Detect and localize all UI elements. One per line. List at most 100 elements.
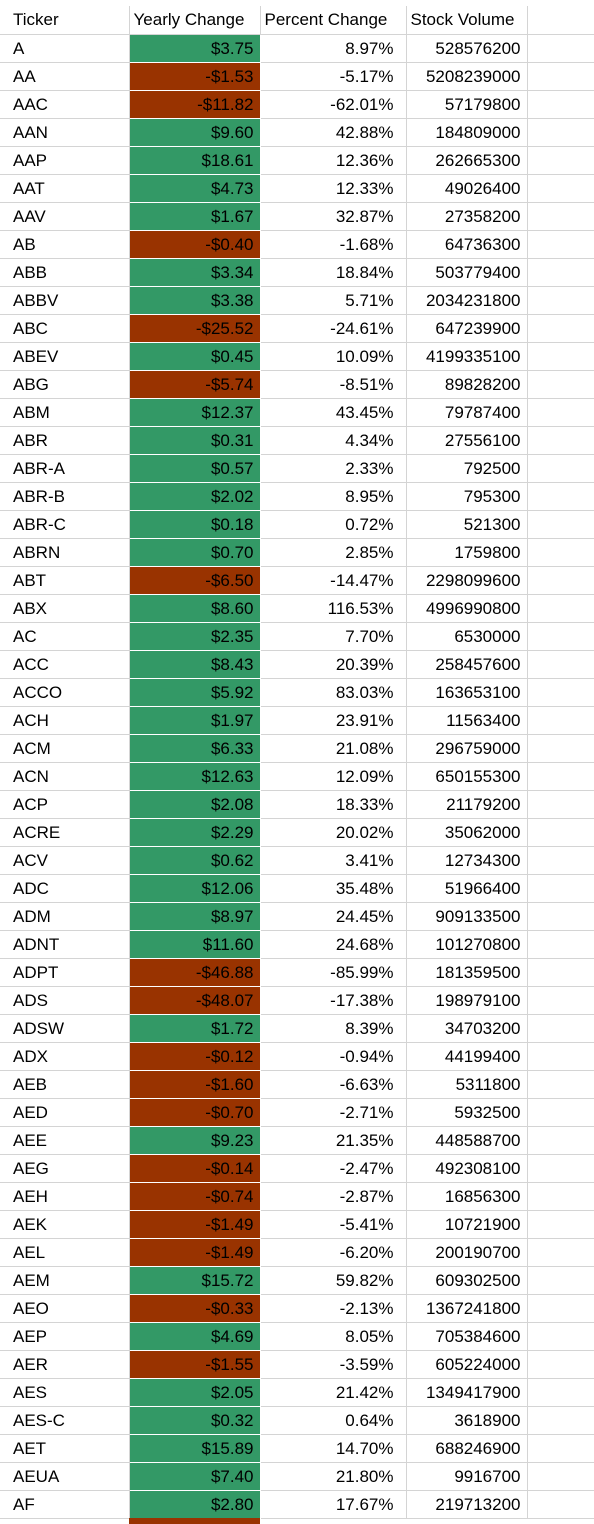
stock-volume-cell[interactable]: 3618900	[406, 1406, 528, 1435]
yearly-change-cell[interactable]: $2.80	[129, 1490, 260, 1518]
empty-cell[interactable]	[527, 846, 594, 875]
header-stock-volume[interactable]: Stock Volume	[406, 6, 528, 35]
stock-volume-cell[interactable]: 448588700	[406, 1126, 528, 1155]
stock-volume-cell[interactable]: 609302500	[406, 1266, 528, 1295]
empty-cell[interactable]	[527, 622, 594, 651]
percent-change-cell[interactable]: 35.48%	[260, 874, 407, 903]
yearly-change-cell[interactable]: $0.57	[129, 454, 260, 482]
ticker-cell[interactable]: AEE	[9, 1126, 130, 1155]
yearly-change-cell[interactable]: $6.33	[129, 734, 260, 762]
ticker-cell[interactable]: ABC	[9, 314, 130, 343]
stock-volume-cell[interactable]: 795300	[406, 482, 528, 511]
ticker-cell[interactable]: AEB	[9, 1070, 130, 1099]
percent-change-cell[interactable]: 2.85%	[260, 538, 407, 567]
ticker-cell[interactable]: ABEV	[9, 342, 130, 371]
percent-change-cell[interactable]: 4.34%	[260, 426, 407, 455]
percent-change-cell[interactable]: 3.41%	[260, 846, 407, 875]
stock-volume-cell[interactable]: 909133500	[406, 902, 528, 931]
stock-volume-cell[interactable]: 35062000	[406, 818, 528, 847]
empty-cell[interactable]	[527, 1210, 594, 1239]
yearly-change-cell[interactable]: $15.72	[129, 1266, 260, 1294]
stock-volume-cell[interactable]: 262665300	[406, 146, 528, 175]
yearly-change-cell[interactable]: -$5.74	[129, 370, 260, 398]
yearly-change-cell[interactable]: $18.61	[129, 146, 260, 174]
ticker-cell[interactable]: AEO	[9, 1294, 130, 1323]
stock-volume-cell[interactable]: 10721900	[406, 1210, 528, 1239]
percent-change-cell[interactable]: 12.09%	[260, 762, 407, 791]
stock-volume-cell[interactable]: 27556100	[406, 426, 528, 455]
empty-cell[interactable]	[527, 1042, 594, 1071]
empty-cell[interactable]	[527, 230, 594, 259]
stock-volume-cell[interactable]: 503779400	[406, 258, 528, 287]
empty-cell[interactable]	[527, 398, 594, 427]
percent-change-cell[interactable]: -17.38%	[260, 986, 407, 1015]
empty-cell[interactable]	[527, 1350, 594, 1379]
yearly-change-cell[interactable]: -$1.60	[129, 1070, 260, 1098]
percent-change-cell[interactable]: -85.99%	[260, 958, 407, 987]
percent-change-cell[interactable]: -6.63%	[260, 1070, 407, 1099]
empty-cell[interactable]	[527, 202, 594, 231]
percent-change-cell[interactable]: -2.71%	[260, 1098, 407, 1127]
ticker-cell[interactable]: AEG	[9, 1154, 130, 1183]
stock-volume-cell[interactable]: 1759800	[406, 538, 528, 567]
empty-cell[interactable]	[527, 1070, 594, 1099]
empty-cell[interactable]	[527, 314, 594, 343]
stock-volume-cell[interactable]: 2034231800	[406, 286, 528, 315]
ticker-cell[interactable]: ABX	[9, 594, 130, 623]
ticker-cell[interactable]: AA	[9, 62, 130, 91]
ticker-cell[interactable]: AAP	[9, 146, 130, 175]
yearly-change-cell[interactable]: $11.60	[129, 930, 260, 958]
header-ticker[interactable]: Ticker	[9, 6, 130, 35]
empty-cell[interactable]	[527, 650, 594, 679]
percent-change-cell[interactable]: 59.82%	[260, 1266, 407, 1295]
stock-volume-cell[interactable]: 605224000	[406, 1350, 528, 1379]
yearly-change-cell[interactable]: $0.45	[129, 342, 260, 370]
ticker-cell[interactable]: AEP	[9, 1322, 130, 1351]
percent-change-cell[interactable]: 20.39%	[260, 650, 407, 679]
percent-change-cell[interactable]: 32.87%	[260, 202, 407, 231]
yearly-change-cell[interactable]: $0.32	[129, 1406, 260, 1434]
yearly-change-cell[interactable]: $0.18	[129, 510, 260, 538]
stock-volume-cell[interactable]: 4996990800	[406, 594, 528, 623]
yearly-change-cell[interactable]: -$48.07	[129, 986, 260, 1014]
percent-change-cell[interactable]: 8.05%	[260, 1322, 407, 1351]
stock-volume-cell[interactable]: 34703200	[406, 1014, 528, 1043]
percent-change-cell[interactable]: -2.87%	[260, 1182, 407, 1211]
ticker-cell[interactable]: ABRN	[9, 538, 130, 567]
ticker-cell[interactable]: ACP	[9, 790, 130, 819]
empty-cell[interactable]	[527, 454, 594, 483]
stock-volume-cell[interactable]: 4199335100	[406, 342, 528, 371]
yearly-change-cell[interactable]: $0.31	[129, 426, 260, 454]
ticker-cell[interactable]: AAN	[9, 118, 130, 147]
stock-volume-cell[interactable]: 64736300	[406, 230, 528, 259]
stock-volume-cell[interactable]: 51966400	[406, 874, 528, 903]
yearly-change-cell[interactable]: $5.92	[129, 678, 260, 706]
percent-change-cell[interactable]: 0.72%	[260, 510, 407, 539]
stock-volume-cell[interactable]: 44199400	[406, 1042, 528, 1071]
yearly-change-cell[interactable]: -$46.88	[129, 958, 260, 986]
percent-change-cell[interactable]: 20.02%	[260, 818, 407, 847]
ticker-cell[interactable]: ABT	[9, 566, 130, 595]
ticker-cell[interactable]: AES-C	[9, 1406, 130, 1435]
percent-change-cell[interactable]: 24.68%	[260, 930, 407, 959]
ticker-cell[interactable]: ACCO	[9, 678, 130, 707]
stock-volume-cell[interactable]: 528576200	[406, 34, 528, 63]
empty-cell[interactable]	[527, 1322, 594, 1351]
yearly-change-cell[interactable]: $4.73	[129, 174, 260, 202]
stock-volume-cell[interactable]: 650155300	[406, 762, 528, 791]
ticker-cell[interactable]: ACRE	[9, 818, 130, 847]
empty-cell[interactable]	[527, 6, 594, 35]
ticker-cell[interactable]: A	[9, 34, 130, 63]
percent-change-cell[interactable]: -3.59%	[260, 1350, 407, 1379]
stock-volume-cell[interactable]: 198979100	[406, 986, 528, 1015]
ticker-cell[interactable]: AEL	[9, 1238, 130, 1267]
empty-cell[interactable]	[527, 734, 594, 763]
percent-change-cell[interactable]: 23.91%	[260, 706, 407, 735]
yearly-change-cell[interactable]: $12.37	[129, 398, 260, 426]
empty-cell[interactable]	[527, 34, 594, 63]
percent-change-cell[interactable]: 8.97%	[260, 34, 407, 63]
ticker-cell[interactable]: AC	[9, 622, 130, 651]
yearly-change-cell[interactable]: $9.60	[129, 118, 260, 146]
empty-cell[interactable]	[527, 1434, 594, 1463]
stock-volume-cell[interactable]: 647239900	[406, 314, 528, 343]
